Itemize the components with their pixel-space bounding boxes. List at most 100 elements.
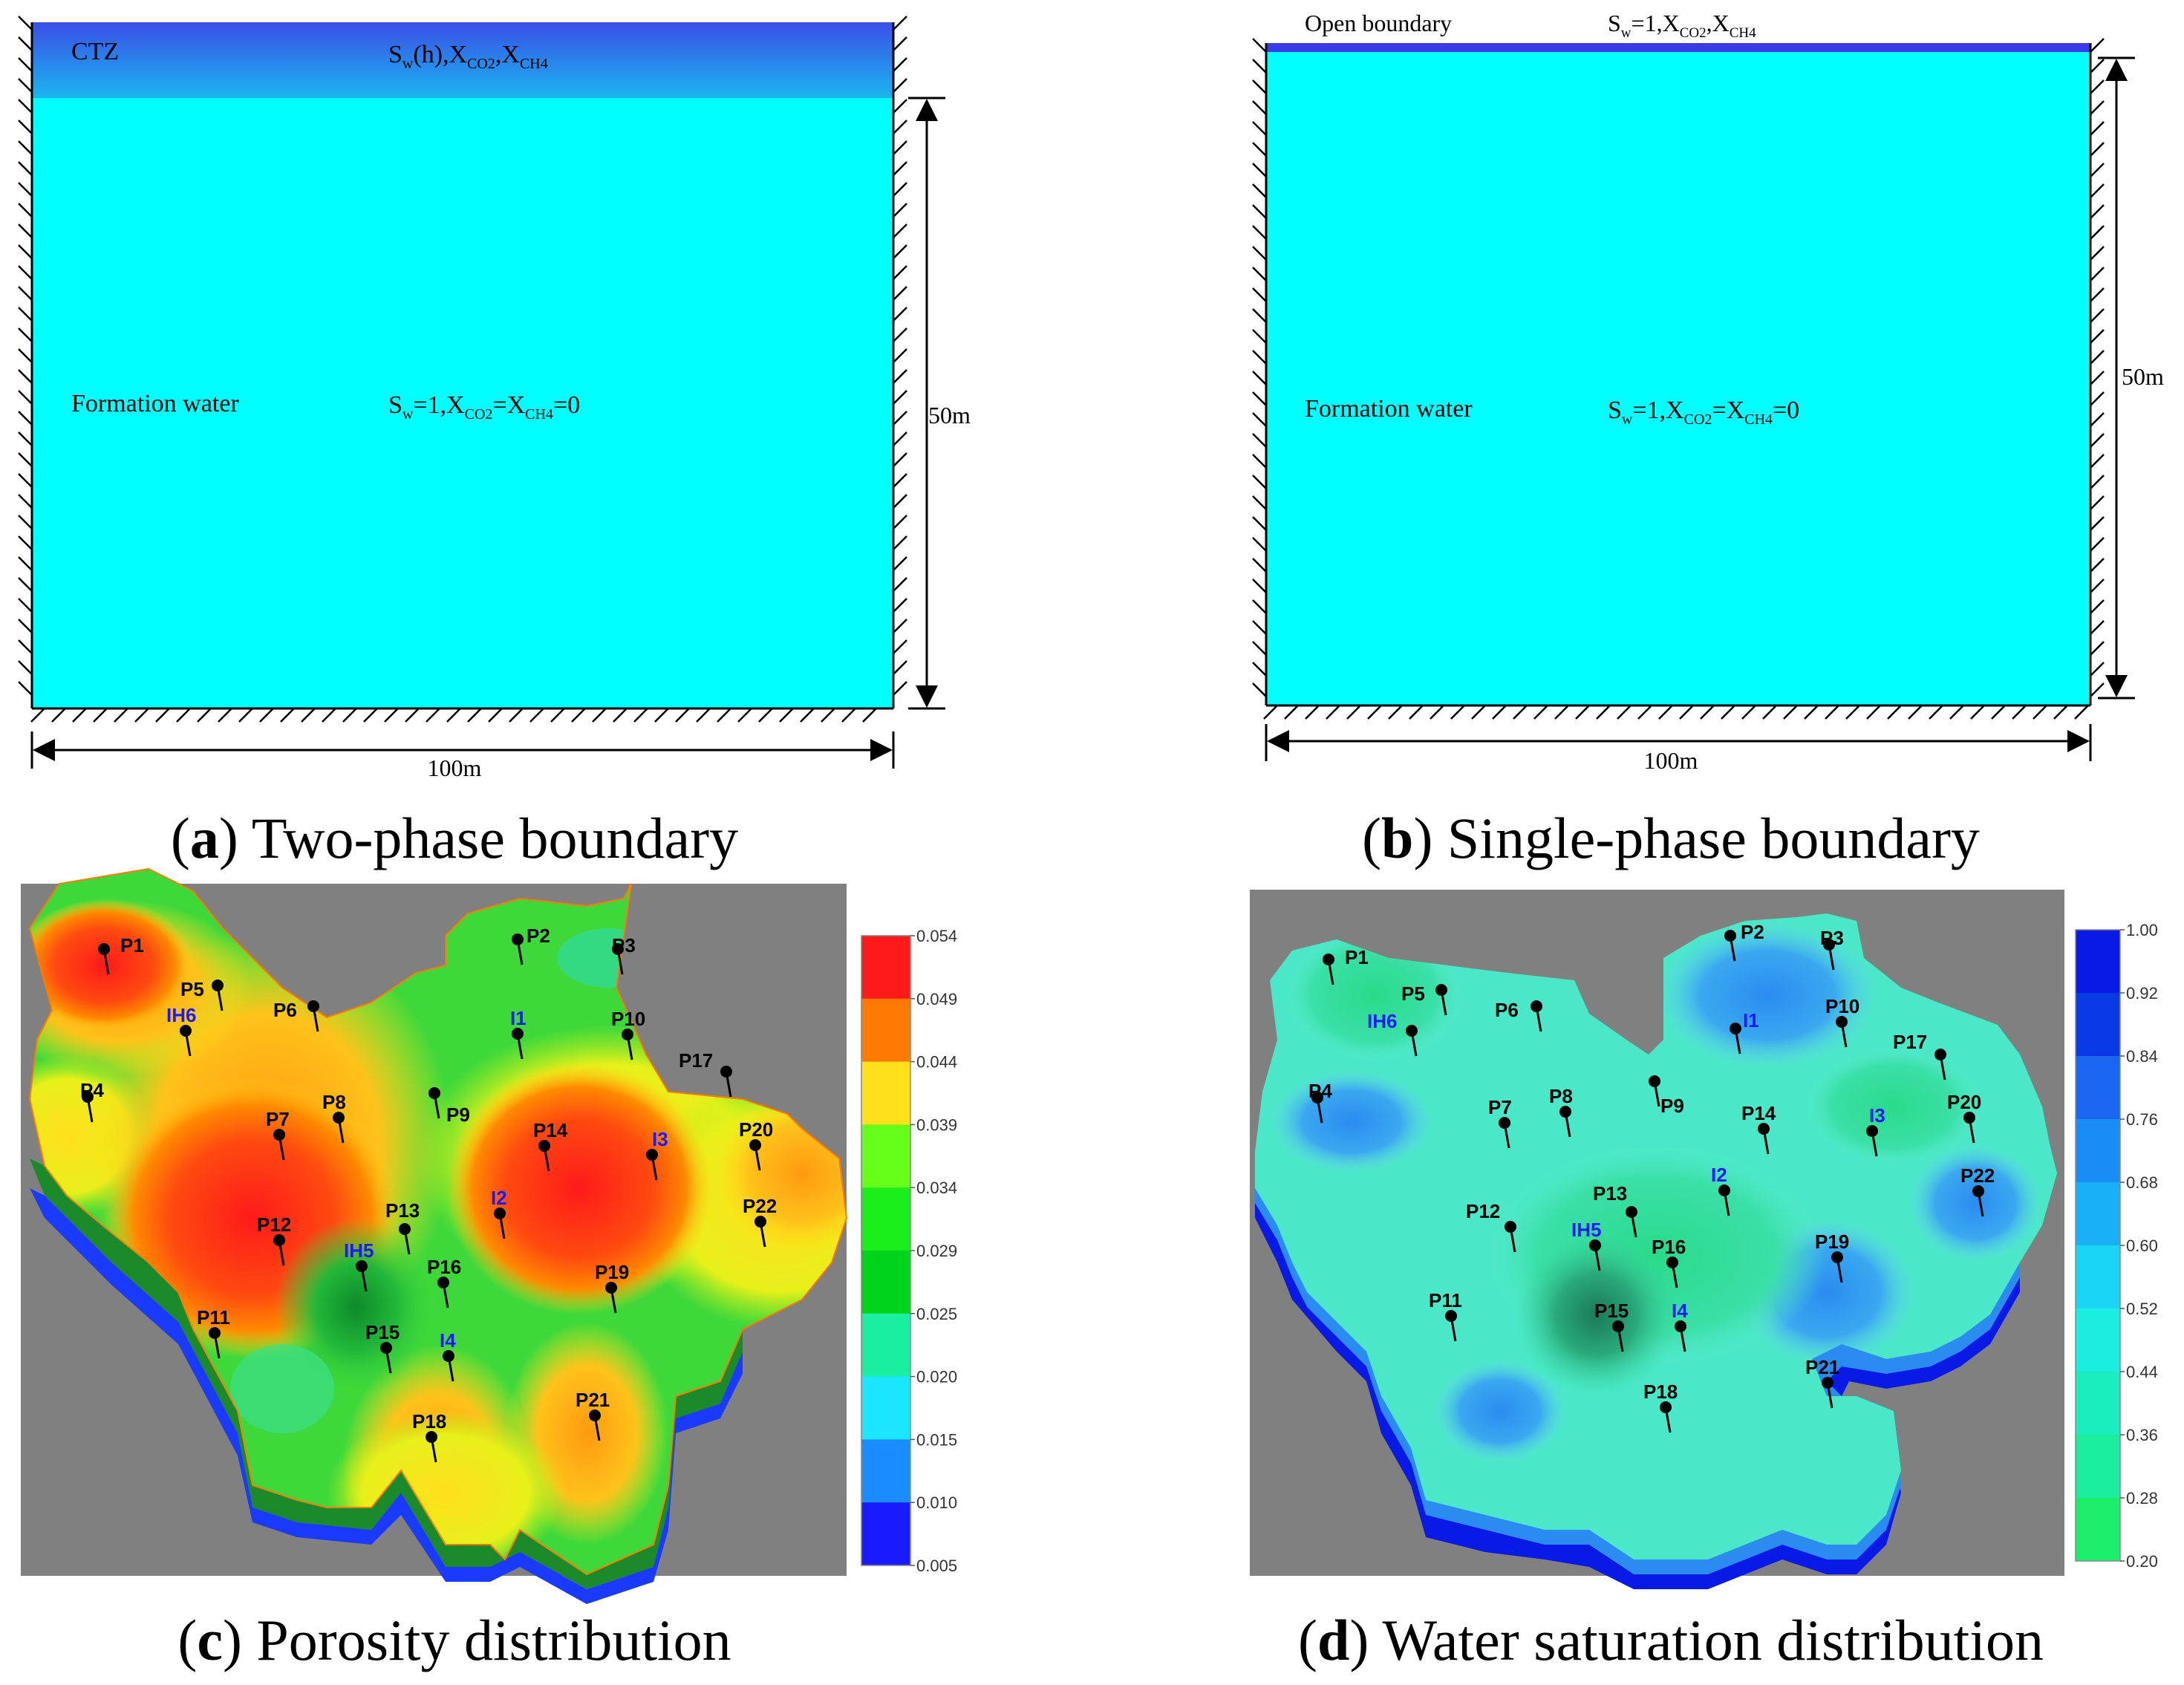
well-head-marker xyxy=(1724,930,1736,942)
colorbar-tick-label: 0.034 xyxy=(916,1179,957,1197)
colorbar-tick-label: 0.76 xyxy=(2126,1110,2158,1129)
well-p6: P6 xyxy=(273,999,319,1032)
well-p4: P4 xyxy=(80,1079,104,1123)
colorbar-segment xyxy=(2076,930,2120,994)
formation-water-condition: Sw=1,XCO2=XCH4=0 xyxy=(1608,397,1799,428)
well-label: P4 xyxy=(80,1079,104,1101)
well-head-marker xyxy=(538,1140,550,1152)
well-head-marker xyxy=(82,1091,94,1103)
height-label: 50m xyxy=(2122,363,2164,390)
well-p17: P17 xyxy=(1893,1031,1946,1081)
well-p12: P12 xyxy=(1466,1200,1516,1253)
well-ih5: IH5 xyxy=(344,1239,374,1292)
colorbar-segment xyxy=(2076,993,2120,1057)
well-label: I3 xyxy=(1869,1104,1885,1127)
saturation-colorbar: 1.00 0.92 0.84 0.76 0.68 0.60 0.52 0.44 0.36 0.28… xyxy=(2075,921,2158,1571)
well-label: P12 xyxy=(257,1213,291,1236)
well-label: P11 xyxy=(1429,1289,1462,1311)
well-label: P17 xyxy=(1893,1031,1927,1053)
well-p12: P12 xyxy=(257,1213,291,1266)
well-ih6: IH6 xyxy=(166,1004,196,1057)
well-head-marker xyxy=(426,1431,437,1443)
well-label: P20 xyxy=(1947,1091,1981,1113)
colorbar-segment xyxy=(2076,1119,2120,1183)
well-p10: P10 xyxy=(611,1008,645,1060)
well-head-marker xyxy=(512,1028,524,1040)
well-label: P10 xyxy=(611,1008,645,1030)
well-p14: P14 xyxy=(1741,1102,1776,1155)
well-label: I1 xyxy=(510,1007,527,1029)
colorbar-tick-label: 0.029 xyxy=(916,1242,957,1260)
colorbar-segment xyxy=(2076,1498,2120,1562)
well-label: IH5 xyxy=(1571,1219,1601,1241)
well-ih6: IH6 xyxy=(1367,1010,1418,1057)
well-head-marker xyxy=(612,943,624,955)
well-p14: P14 xyxy=(533,1119,568,1172)
well-label: I3 xyxy=(652,1128,668,1150)
well-head-marker xyxy=(1758,1123,1770,1135)
colorbar-segment xyxy=(2076,1435,2120,1499)
formation-water-domain xyxy=(32,98,893,708)
colorbar-tick-label: 0.60 xyxy=(2126,1236,2158,1255)
colorbar-tick-label: 0.044 xyxy=(916,1053,957,1072)
colorbar-tick-label: 0.005 xyxy=(916,1557,957,1575)
well-label: P5 xyxy=(1401,982,1425,1005)
colorbar-segment xyxy=(861,1313,910,1378)
well-p3: P3 xyxy=(612,934,636,975)
well-p15: P15 xyxy=(365,1321,400,1374)
well-label: P13 xyxy=(1593,1182,1627,1205)
well-head-marker xyxy=(494,1207,506,1219)
well-label: P7 xyxy=(266,1108,290,1130)
colorbar-tick-label: 0.84 xyxy=(2126,1047,2158,1066)
well-p19: P19 xyxy=(1815,1231,1849,1283)
well-head-marker xyxy=(1445,1310,1457,1322)
colorbar-tick-label: 1.00 xyxy=(2126,921,2158,939)
well-head-marker xyxy=(1660,1401,1672,1413)
well-i3: I3 xyxy=(646,1128,668,1181)
well-i2: I2 xyxy=(1711,1164,1730,1216)
well-p1: P1 xyxy=(1323,946,1369,985)
colorbar-segment xyxy=(861,1124,910,1188)
well-head-marker xyxy=(1589,1239,1601,1251)
well-head-marker xyxy=(622,1029,633,1040)
well-label: P19 xyxy=(595,1261,629,1283)
colorbar-segment xyxy=(2076,1056,2120,1120)
well-label: P8 xyxy=(322,1091,346,1113)
ctz-condition: Sw(h),XCO2,XCH4 xyxy=(388,41,548,72)
well-label: P21 xyxy=(576,1389,610,1411)
well-head-marker xyxy=(1559,1106,1571,1118)
well-head-marker xyxy=(1505,1221,1516,1233)
colorbar-segment xyxy=(2076,1372,2120,1435)
well-label: P9 xyxy=(1660,1095,1684,1117)
well-label: I4 xyxy=(440,1329,456,1352)
well-label: P22 xyxy=(743,1195,777,1217)
well-label: P1 xyxy=(1345,946,1369,968)
colorbar-segment xyxy=(2076,1182,2120,1246)
well-head-marker xyxy=(1666,1257,1678,1268)
well-p17: P17 xyxy=(679,1049,732,1098)
well-p21: P21 xyxy=(576,1389,610,1441)
well-head-marker xyxy=(333,1112,345,1124)
colorbar-tick-label: 0.92 xyxy=(2126,984,2158,1003)
well-label: P11 xyxy=(197,1306,230,1329)
well-label: P6 xyxy=(273,999,297,1021)
well-p16: P16 xyxy=(1652,1236,1686,1288)
well-label: P7 xyxy=(1488,1096,1512,1118)
well-p22: P22 xyxy=(1960,1164,1995,1217)
well-p22: P22 xyxy=(743,1195,777,1248)
colorbar-tick-label: 0.68 xyxy=(2126,1173,2158,1192)
colorbar-segment xyxy=(861,936,910,1000)
well-i1: I1 xyxy=(1730,1009,1759,1055)
well-p16: P16 xyxy=(427,1256,461,1308)
well-head-marker xyxy=(380,1342,392,1354)
well-label: P16 xyxy=(427,1256,461,1278)
colorbar-segment xyxy=(861,1187,910,1251)
reservoir-side-skirt xyxy=(30,1158,743,1589)
colorbar-tick-label: 0.010 xyxy=(916,1493,957,1512)
colorbar-segment xyxy=(861,1439,910,1503)
panel-b: 50m 100m Open boundary Sw=1,XCO2,XCH4 Fo… xyxy=(1252,10,2164,870)
well-p2: P2 xyxy=(1724,921,1764,962)
well-p18: P18 xyxy=(412,1410,446,1463)
